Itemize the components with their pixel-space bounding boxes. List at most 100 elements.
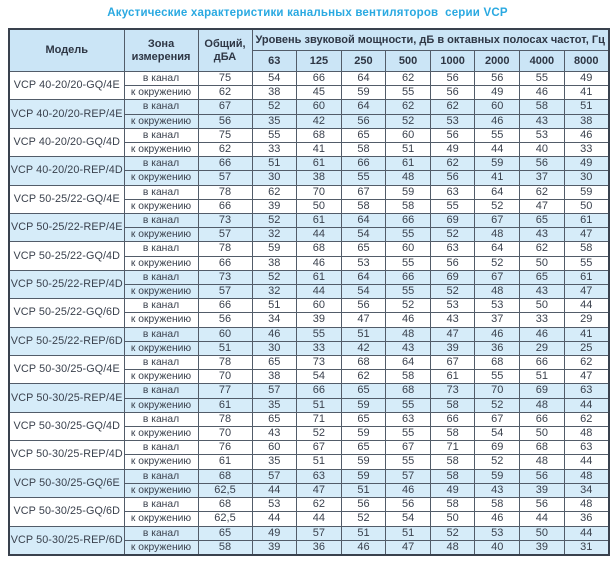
sound-power-level-value-1000hz: 69 bbox=[429, 213, 476, 229]
model-name: VCP 50-30/25-GQ/6E bbox=[8, 468, 125, 499]
sound-power-level-value-63hz: 30 bbox=[251, 340, 298, 357]
measurement-zone-label: к окружению bbox=[123, 227, 199, 243]
table-row: к окружению 62 33 41 58 51 49 44 40 33 bbox=[9, 142, 610, 158]
sound-power-level-value-2000hz: 52 bbox=[474, 255, 521, 271]
sound-power-level-value-2000hz: 41 bbox=[474, 170, 521, 186]
sound-power-level-value-125hz: 41 bbox=[296, 142, 342, 158]
sound-power-level-value-500hz: 56 bbox=[385, 497, 431, 513]
sound-power-level-value-4000hz: 51 bbox=[519, 369, 565, 385]
sound-power-level-value-125hz: 63 bbox=[296, 468, 342, 484]
sound-power-level-value-63hz: 32 bbox=[251, 227, 298, 243]
column-header-spectrum: Уровень звуковой мощности, дБ в октавных… bbox=[251, 28, 610, 51]
sound-power-level-value-63hz: 57 bbox=[251, 383, 298, 399]
total-dba-value: 68 bbox=[197, 497, 253, 513]
sound-power-level-value-250hz: 59 bbox=[340, 397, 387, 413]
table-row: к окружению 70 38 54 62 58 61 55 51 47 bbox=[9, 369, 610, 385]
sound-power-level-value-125hz: 42 bbox=[296, 113, 342, 129]
table-row: VCP 50-25/22-GQ/6D в канал 66 51 60 56 52 53 53 5… bbox=[8, 298, 610, 328]
total-dba-value: 60 bbox=[197, 326, 253, 342]
total-dba-value: 70 bbox=[197, 369, 253, 385]
sound-power-level-value-500hz: 60 bbox=[385, 241, 431, 257]
sound-power-level-value-125hz: 52 bbox=[296, 426, 342, 442]
sound-power-level-value-4000hz: 65 bbox=[519, 269, 565, 286]
sound-power-level-value-1000hz: 58 bbox=[429, 454, 476, 470]
sound-power-level-value-2000hz: 68 bbox=[474, 355, 521, 371]
sound-power-level-value-1000hz: 53 bbox=[429, 298, 476, 314]
sound-power-level-value-125hz: 66 bbox=[296, 70, 342, 87]
sound-power-level-value-2000hz: 48 bbox=[474, 227, 521, 243]
sound-power-level-value-4000hz: 48 bbox=[519, 397, 565, 413]
sound-power-level-value-8000hz: 47 bbox=[563, 369, 610, 385]
sound-power-level-value-4000hz: 56 bbox=[519, 497, 565, 513]
model-name: VCP 50-30/25-GQ/6D bbox=[8, 497, 125, 527]
table-row: к окружению 61 35 51 59 55 58 52 48 44 bbox=[9, 454, 610, 470]
sound-power-level-value-125hz: 66 bbox=[296, 383, 342, 399]
total-dba-value: 62,5 bbox=[197, 482, 253, 499]
sound-power-level-value-4000hz: 56 bbox=[519, 156, 565, 172]
sound-power-level-value-4000hz: 66 bbox=[519, 355, 565, 371]
sound-power-level-value-8000hz: 51 bbox=[563, 99, 610, 115]
sound-power-level-value-63hz: 35 bbox=[251, 454, 298, 470]
sound-power-level-value-250hz: 53 bbox=[340, 255, 387, 271]
sound-power-level-value-2000hz: 52 bbox=[474, 397, 521, 413]
model-name: VCP 50-30/25-REP/4E bbox=[8, 383, 125, 413]
column-header-freq-2000: 2000 bbox=[474, 50, 521, 72]
table-header: Модель Зона измерения Общий, дБА Уровень… bbox=[8, 28, 610, 72]
measurement-zone-label: к окружению bbox=[123, 312, 199, 328]
model-name: VCP 40-20/20-REP/4E bbox=[8, 99, 125, 129]
measurement-zone-label: в канал bbox=[123, 355, 199, 371]
table-row: VCP 50-30/25-GQ/6D в канал 68 53 62 56 56 58 58 5… bbox=[8, 497, 610, 527]
sound-power-level-value-8000hz: 61 bbox=[563, 213, 610, 229]
measurement-zone-label: в канал bbox=[123, 468, 199, 484]
sound-power-level-value-125hz: 39 bbox=[296, 312, 342, 328]
sound-power-level-value-250hz: 59 bbox=[340, 426, 387, 442]
sound-power-level-value-1000hz: 63 bbox=[429, 184, 476, 200]
sound-power-level-value-250hz: 65 bbox=[340, 383, 387, 399]
sound-power-level-value-1000hz: 58 bbox=[429, 497, 476, 513]
sound-power-level-value-2000hz: 67 bbox=[474, 213, 521, 229]
sound-power-level-value-1000hz: 39 bbox=[429, 340, 476, 357]
column-header-freq-8000: 8000 bbox=[563, 50, 610, 72]
sound-power-level-value-63hz: 52 bbox=[251, 269, 298, 286]
sound-power-level-value-8000hz: 62 bbox=[563, 355, 610, 371]
sound-power-level-value-500hz: 52 bbox=[385, 113, 431, 129]
sound-power-level-value-8000hz: 48 bbox=[563, 468, 610, 484]
sound-power-level-value-500hz: 46 bbox=[385, 482, 431, 499]
sound-power-level-value-500hz: 59 bbox=[385, 184, 431, 200]
sound-power-level-value-125hz: 54 bbox=[296, 369, 342, 385]
sound-power-level-value-8000hz: 55 bbox=[563, 255, 610, 271]
sound-power-level-value-250hz: 54 bbox=[340, 227, 387, 243]
sound-power-level-value-4000hz: 56 bbox=[519, 468, 565, 484]
sound-power-level-value-1000hz: 49 bbox=[429, 142, 476, 158]
sound-power-level-value-250hz: 58 bbox=[340, 198, 387, 215]
total-dba-value: 61 bbox=[197, 454, 253, 470]
sound-power-level-value-1000hz: 67 bbox=[429, 355, 476, 371]
sound-power-level-value-250hz: 64 bbox=[340, 213, 387, 229]
sound-power-level-value-1000hz: 55 bbox=[429, 198, 476, 215]
sound-power-level-value-1000hz: 58 bbox=[429, 426, 476, 442]
total-dba-value: 66 bbox=[197, 298, 253, 314]
sound-power-level-value-63hz: 62 bbox=[251, 184, 298, 200]
sound-power-level-value-1000hz: 69 bbox=[429, 269, 476, 286]
table-row: VCP 50-30/25-GQ/6E в канал 68 57 63 59 57 58 59 5… bbox=[8, 468, 610, 499]
sound-power-level-value-1000hz: 56 bbox=[429, 170, 476, 186]
total-dba-value: 65 bbox=[197, 525, 253, 541]
total-dba-value: 67 bbox=[197, 99, 253, 115]
sound-power-level-value-4000hz: 46 bbox=[519, 326, 565, 342]
sound-power-level-value-500hz: 60 bbox=[385, 127, 431, 144]
sound-power-level-value-1000hz: 47 bbox=[429, 326, 476, 342]
sound-power-level-value-250hz: 51 bbox=[340, 482, 387, 499]
table-row: VCP 50-25/22-REP/4D в канал 73 52 61 64 66 69 67… bbox=[8, 269, 610, 300]
sound-power-level-value-4000hz: 29 bbox=[519, 340, 565, 357]
sound-power-level-value-500hz: 61 bbox=[385, 156, 431, 172]
sound-power-level-value-500hz: 58 bbox=[385, 369, 431, 385]
sound-power-level-value-63hz: 51 bbox=[251, 298, 298, 314]
total-dba-value: 78 bbox=[197, 241, 253, 257]
sound-power-level-value-8000hz: 47 bbox=[563, 284, 610, 300]
sound-power-level-value-125hz: 71 bbox=[296, 411, 342, 428]
total-dba-value: 78 bbox=[197, 411, 253, 428]
sound-power-level-value-4000hz: 69 bbox=[519, 383, 565, 399]
model-name: VCP 40-20/20-GQ/4E bbox=[8, 70, 125, 101]
total-dba-value: 56 bbox=[197, 312, 253, 328]
sound-power-level-value-2000hz: 60 bbox=[474, 99, 521, 115]
